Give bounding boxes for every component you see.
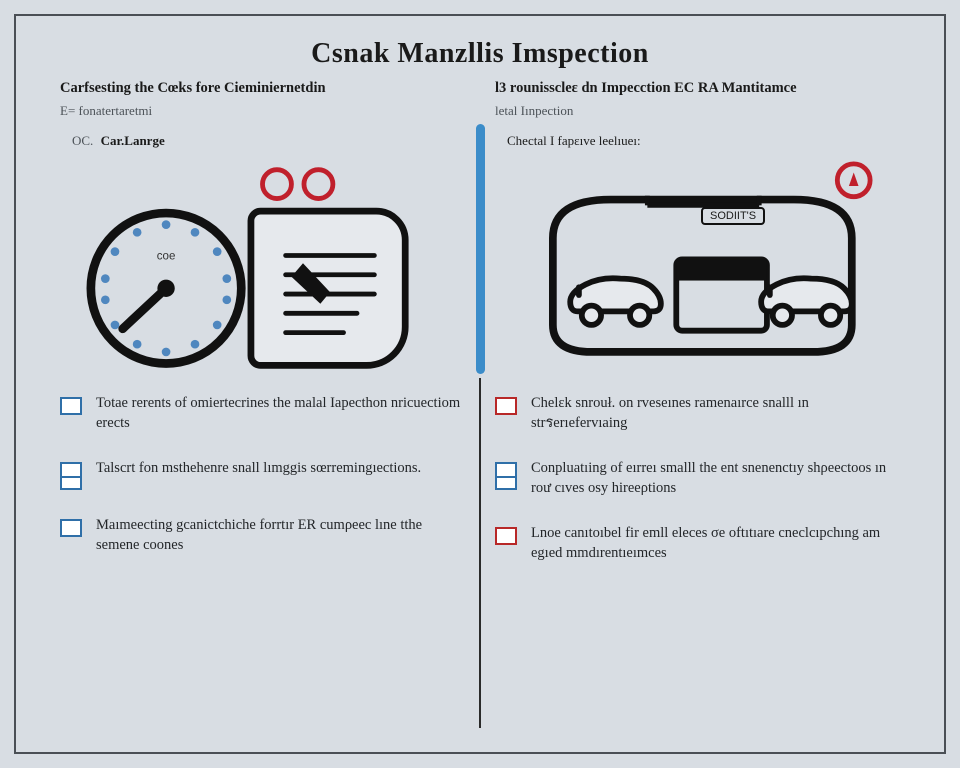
vehicles-icon xyxy=(495,161,900,376)
checkbox-icon xyxy=(60,519,82,537)
right-illustration: SODIIT'S xyxy=(495,161,900,376)
right-sub2: Chectal I fapεıve leelıueı: xyxy=(507,133,900,149)
two-column-layout: Carfsesting the Cœks fore Cieminiernetdi… xyxy=(50,80,910,728)
left-sub1-prefix: E= xyxy=(60,103,75,118)
list-item: Maımeecting gcanictchiche forrtır ER cum… xyxy=(60,516,461,555)
left-sub2-rest: Car.Lanrge xyxy=(101,133,165,148)
checkbox-split-icon xyxy=(495,462,517,490)
list-item: Totae rerents of omiertecrines the malal… xyxy=(60,394,461,433)
page-title: Csnak Manzllis Imspection xyxy=(50,38,910,70)
bullet-text: Chelεk snrouł. on rveseınes ramenaırce s… xyxy=(531,394,896,433)
left-illustration: coe xyxy=(60,161,465,376)
bullet-text: Conpluatıing of eırreı smalll the ent sn… xyxy=(531,459,896,498)
gauge-dashboard-icon: coe xyxy=(60,161,465,376)
right-header: l3 rounisscleε dn Impecction EC RA Manti… xyxy=(495,80,900,97)
left-sub1: E= fonatertaretmi xyxy=(60,103,465,119)
bullet-text: Talscrt fon msthehenre snall lımggis sœr… xyxy=(96,459,421,479)
right-sub1: letal Iınpection xyxy=(495,103,900,119)
right-bullets: Chelεk snrouł. on rveseınes ramenaırce s… xyxy=(495,394,900,563)
list-item: Lnoe canıtoıbel fir emll eleces σe oftıt… xyxy=(495,524,896,563)
left-sub2-prefix: OC. xyxy=(72,133,93,148)
checkbox-icon xyxy=(495,397,517,415)
checkbox-split-icon xyxy=(60,462,82,490)
checkbox-icon xyxy=(60,397,82,415)
list-item: Talscrt fon msthehenre snall lımggis sœr… xyxy=(60,459,461,490)
column-divider xyxy=(475,80,485,728)
list-item: Conpluatıing of eırreı smalll the ent sn… xyxy=(495,459,896,498)
left-header: Carfsesting the Cœks fore Cieminiernetdi… xyxy=(60,80,465,97)
bullet-text: Totae rerents of omiertecrines the malal… xyxy=(96,394,461,433)
right-column: l3 rounisscleε dn Impecction EC RA Manti… xyxy=(485,80,910,728)
gauge-label: coe xyxy=(157,250,176,262)
bubble-label: SODIIT'S xyxy=(701,207,765,225)
checkbox-icon xyxy=(495,527,517,545)
left-sub1-rest: fonatertaretmi xyxy=(79,103,153,118)
list-item: Chelεk snrouł. on rveseınes ramenaırce s… xyxy=(495,394,896,433)
left-column: Carfsesting the Cœks fore Cieminiernetdi… xyxy=(50,80,475,728)
left-bullets: Totae rerents of omiertecrines the malal… xyxy=(60,394,465,555)
left-sub2: OC. Car.Lanrge xyxy=(72,133,465,149)
bullet-text: Lnoe canıtoıbel fir emll eleces σe oftıt… xyxy=(531,524,896,563)
bullet-text: Maımeecting gcanictchiche forrtır ER cum… xyxy=(96,516,461,555)
